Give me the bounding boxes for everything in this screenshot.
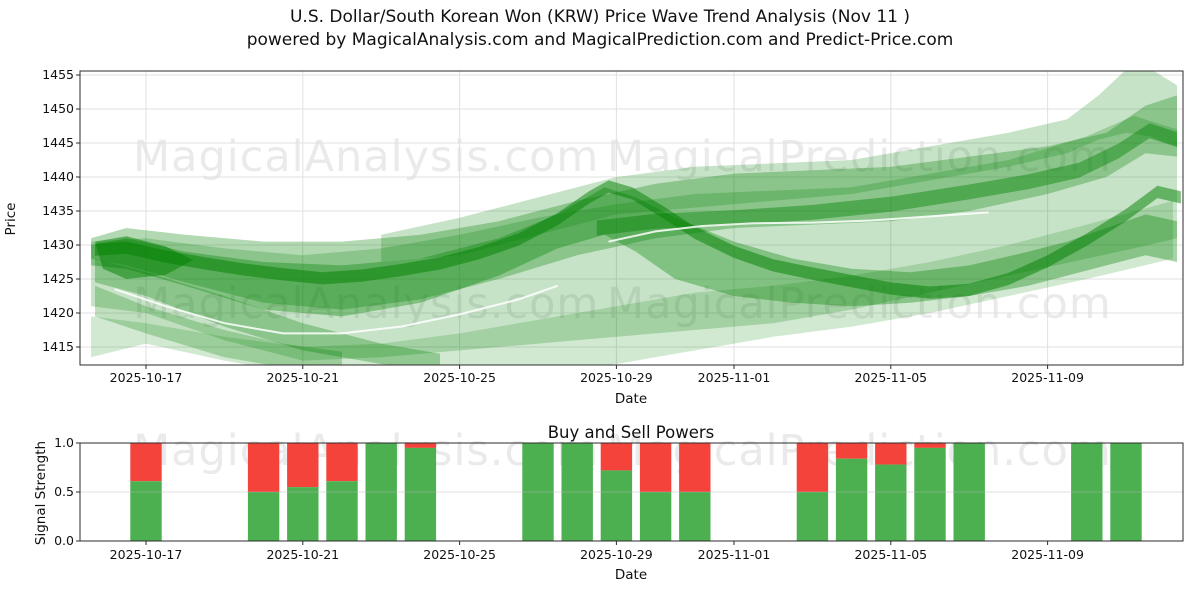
sell-bar-2025-11-06 <box>914 443 946 448</box>
sell-bar-2025-11-05 <box>875 443 907 465</box>
sell-bar-2025-10-30 <box>639 443 672 492</box>
sell-bar-2025-11-04 <box>835 443 868 459</box>
wave-band-left-fan-b <box>95 285 342 365</box>
buy-bar-2025-11-04 <box>835 458 868 541</box>
buy-bar-2025-11-05 <box>875 464 907 541</box>
wave-band-dark-rise <box>596 123 1177 236</box>
wave-band-knot <box>95 236 193 279</box>
buy-sell-chart <box>76 442 1184 545</box>
buy-bar-2025-10-21 <box>287 487 319 541</box>
sell-bar-2025-10-21 <box>287 443 319 488</box>
figure-title-line2: powered by MagicalAnalysis.com and Magic… <box>246 30 954 50</box>
wave-highlight-line-1 <box>608 211 989 243</box>
buy-bar-2025-11-03 <box>796 492 829 541</box>
buy-bar-2025-11-06 <box>914 447 946 541</box>
price-chart <box>76 70 1184 369</box>
wave-band-upper-pale <box>381 71 1177 262</box>
sell-bar-2025-11-03 <box>796 443 829 492</box>
sell-bar-2025-10-24 <box>404 443 437 448</box>
buy-bar-2025-11-10 <box>1071 443 1103 541</box>
buy-bar-2025-10-30 <box>639 492 672 541</box>
price-grid <box>80 71 1183 365</box>
sell-bar-2025-10-31 <box>679 443 711 492</box>
wave-band-lower-fan <box>91 200 1173 365</box>
sell-bar-2025-10-20 <box>247 443 280 492</box>
buy-bar-2025-10-20 <box>247 492 280 541</box>
wave-band-left-fan-a <box>95 258 440 365</box>
buy-bar-2025-10-24 <box>404 447 437 541</box>
wave-band-dark-wave <box>95 180 1181 299</box>
price-axes-frame <box>79 70 1184 366</box>
price-wave-bands <box>91 71 1181 365</box>
sell-bar-2025-10-17 <box>130 443 162 482</box>
buy-bar-2025-10-22 <box>326 481 358 541</box>
buy-bar-2025-10-28 <box>561 443 593 541</box>
buy-bar-2025-11-07 <box>953 443 985 541</box>
buy-sell-bars <box>130 443 1142 541</box>
buy-bar-2025-10-23 <box>365 443 397 541</box>
buy-bar-2025-10-17 <box>130 481 162 541</box>
buy-bar-2025-10-27 <box>522 443 554 541</box>
wave-band-main-band <box>91 95 1178 310</box>
wave-highlight-line-2 <box>114 284 558 335</box>
figure-title-line1: U.S. Dollar/South Korean Won (KRW) Price… <box>289 7 911 27</box>
sell-bar-2025-10-29 <box>600 443 633 471</box>
wave-band-mid-pale <box>91 115 1178 361</box>
buy-bar-2025-10-31 <box>679 492 711 541</box>
buy-bar-2025-11-11 <box>1110 443 1142 541</box>
sell-bar-2025-10-22 <box>326 443 358 482</box>
buy-bar-2025-10-29 <box>600 470 633 541</box>
